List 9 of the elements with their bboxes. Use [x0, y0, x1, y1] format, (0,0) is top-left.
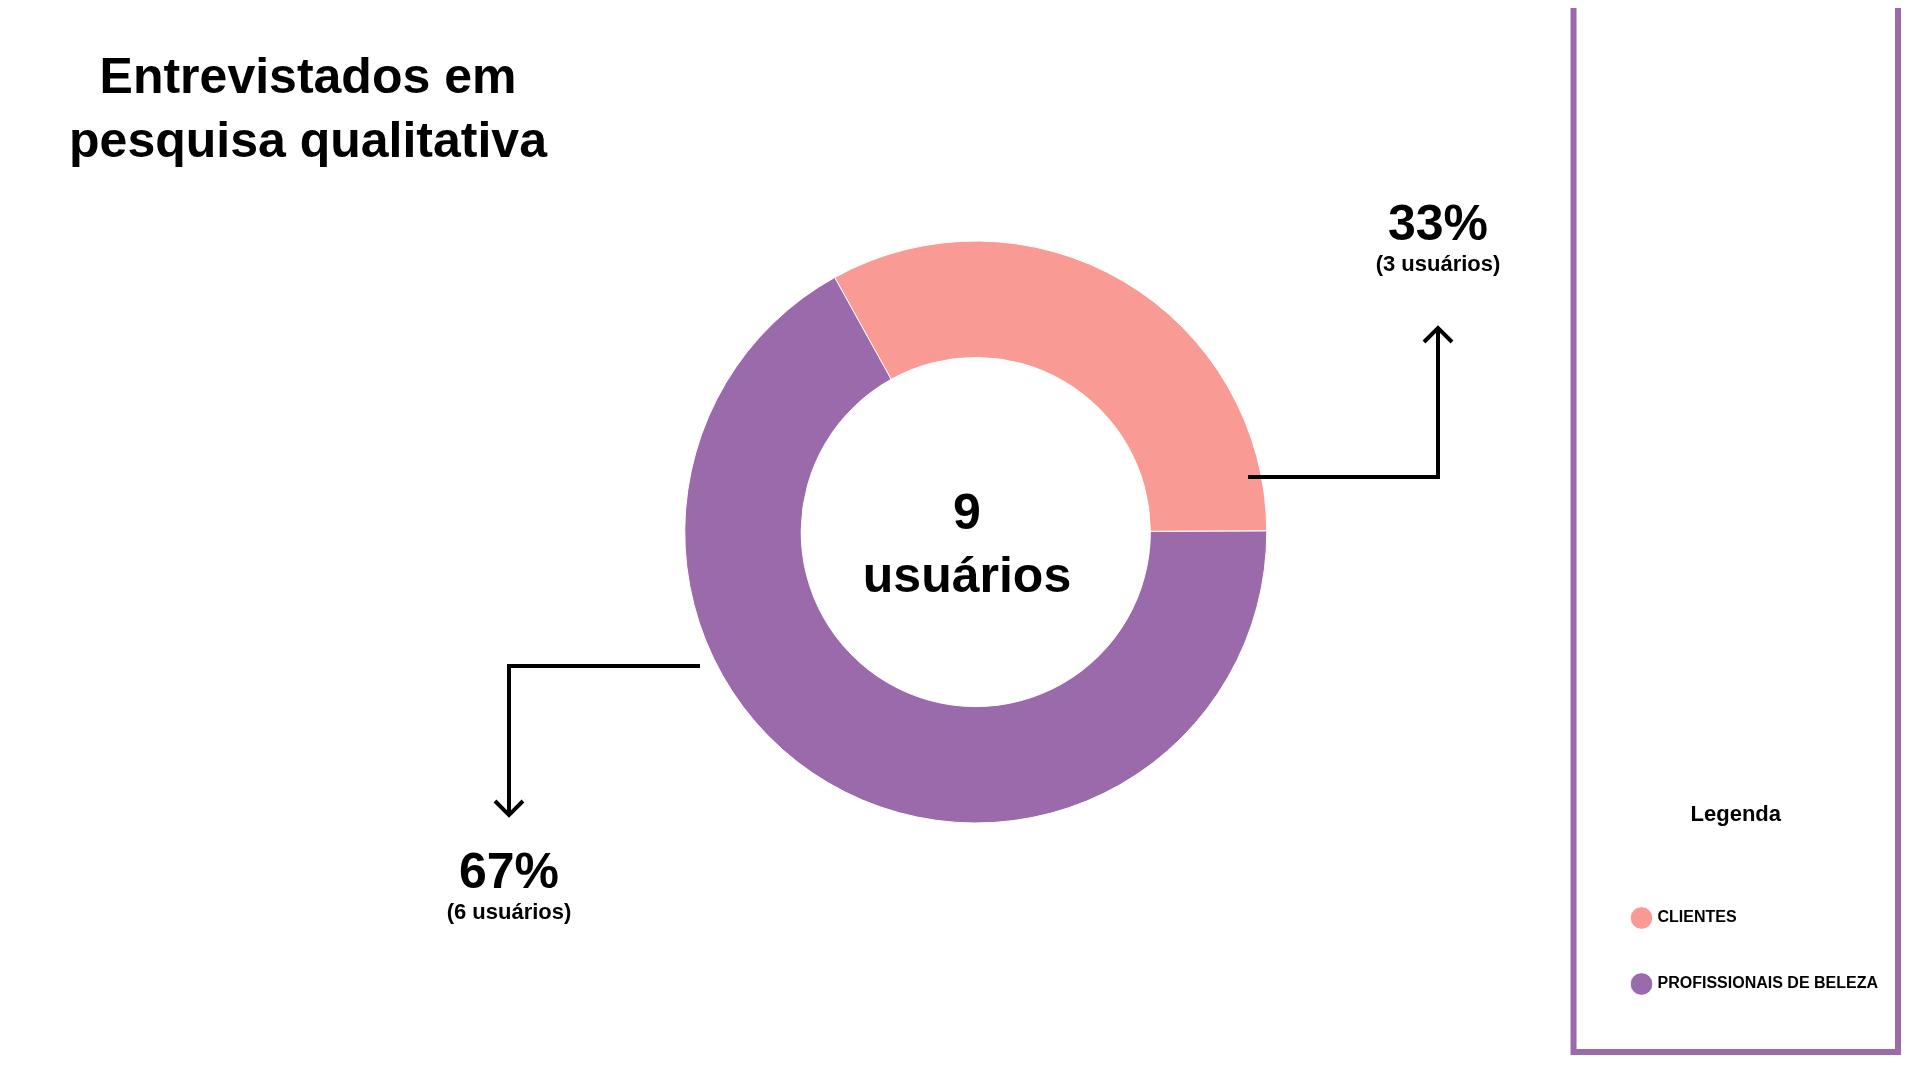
data-label: 33% [1387, 194, 1489, 251]
data-label: 67% [458, 842, 560, 899]
text: 9 usuários [862, 483, 1072, 603]
chart-title: Entrevistados em pesquisa qualitativa [68, 47, 549, 170]
text: (6 usuários) [446, 899, 572, 925]
legend-label: PROFISSIONAIS DE BELEZA [1657, 974, 1879, 992]
legend-label: CLIENTES [1657, 908, 1737, 926]
legend-title: Legenda [1690, 800, 1782, 826]
text: (3 usuários) [1375, 251, 1501, 277]
